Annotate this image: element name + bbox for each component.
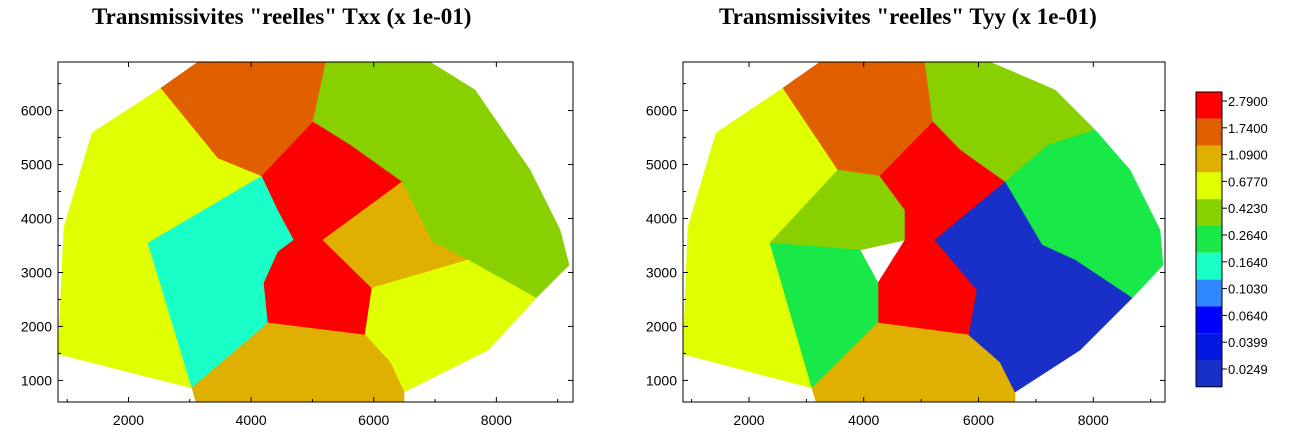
y-tick-label: 2000: [21, 318, 52, 334]
chart-title-tyy: Transmissivites "reelles" Tyy (x 1e-01): [719, 4, 1097, 29]
plot-txx: 2000 4000 6000 8000 1000 2000 3000 4000 5000 6000: [21, 61, 574, 428]
x-tick-label: 2000: [113, 412, 144, 428]
x-tick-label: 8000: [1078, 412, 1109, 428]
zone-z9: [934, 181, 1133, 393]
legend-swatch: [1196, 333, 1222, 360]
legend-label: 0.6770: [1228, 174, 1268, 189]
y-tick-label: 4000: [21, 211, 52, 227]
x-tick-label: 6000: [358, 412, 389, 428]
plot-tyy: 2000 4000 6000 8000 1000 2000 3000 4000 5000 6000: [646, 61, 1166, 428]
legend-label: 0.2640: [1228, 228, 1268, 243]
plot-frame: [57, 61, 574, 403]
legend-label: 1.7400: [1228, 121, 1268, 136]
x-tick-label: 2000: [733, 412, 764, 428]
legend-label: 0.4230: [1228, 201, 1268, 216]
y-tick-label: 2000: [646, 318, 677, 334]
x-tick-label: 8000: [481, 412, 512, 428]
legend-swatch: [1196, 172, 1222, 200]
plot-frame: [682, 61, 1166, 403]
zone-z6: [769, 242, 879, 389]
y-tick-label: 3000: [646, 264, 677, 280]
legend-label: 0.1640: [1228, 255, 1268, 270]
legend-label: 0.0399: [1228, 335, 1268, 350]
legend-swatch: [1196, 306, 1222, 334]
y-tick-label: 5000: [21, 157, 52, 173]
x-tick-label: 6000: [963, 412, 994, 428]
y-tick-label: 1000: [21, 372, 52, 388]
chart-title-txx: Transmissivites "reelles" Txx (x 1e-01): [92, 4, 472, 29]
y-tick-label: 3000: [21, 264, 52, 280]
y-tick-label: 5000: [646, 157, 677, 173]
legend-label: 0.0249: [1228, 362, 1268, 377]
legend-swatch: [1196, 226, 1222, 253]
legend-swatch: [1196, 92, 1222, 119]
legend-swatch: [1196, 279, 1222, 307]
zone-z6: [322, 181, 469, 289]
legend-label: 2.7900: [1228, 94, 1268, 109]
legend-swatch: [1196, 252, 1222, 280]
y-tick-label: 1000: [646, 372, 677, 388]
legend-label: 1.0900: [1228, 148, 1268, 163]
legend-swatch: [1196, 360, 1222, 387]
legend-label: 0.0640: [1228, 308, 1268, 323]
legend-swatch: [1196, 145, 1222, 173]
legend-label: 0.1030: [1228, 282, 1268, 297]
legend-swatch: [1196, 199, 1222, 226]
legend-swatch: [1196, 118, 1222, 146]
y-tick-label: 6000: [646, 103, 677, 119]
y-tick-label: 4000: [646, 211, 677, 227]
x-tick-label: 4000: [848, 412, 879, 428]
x-tick-label: 4000: [236, 412, 267, 428]
legend-colorbar: 2.7900 1.7400 1.0900 0.6770 0.4230 0.2640 0.16…: [1195, 91, 1268, 388]
y-tick-label: 6000: [21, 103, 52, 119]
legend-frame: [1195, 91, 1223, 388]
